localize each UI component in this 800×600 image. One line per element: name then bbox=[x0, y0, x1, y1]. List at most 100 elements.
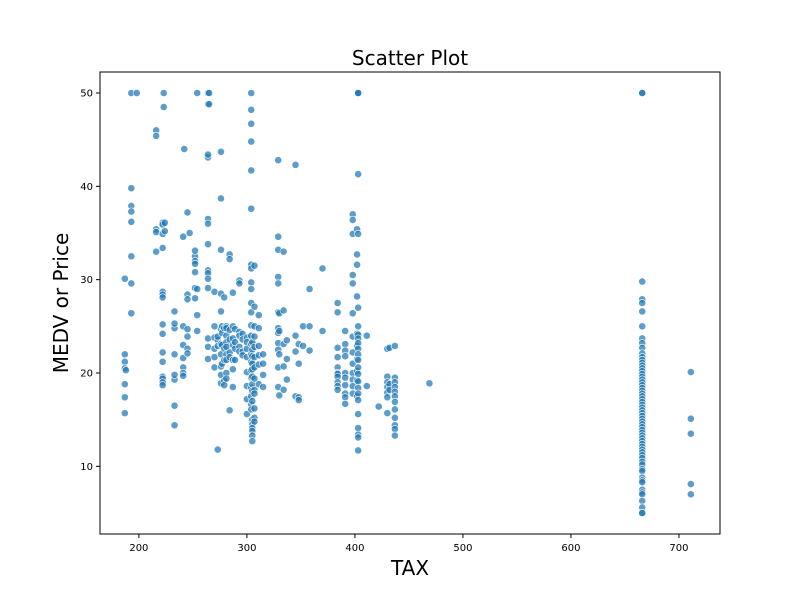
data-point bbox=[225, 255, 234, 264]
data-point bbox=[354, 363, 363, 372]
data-point bbox=[254, 324, 263, 333]
data-point bbox=[354, 396, 363, 404]
data-point bbox=[333, 385, 342, 394]
data-point bbox=[638, 322, 647, 331]
data-point bbox=[354, 356, 363, 364]
data-point bbox=[220, 293, 229, 302]
data-point bbox=[259, 350, 267, 359]
data-point bbox=[348, 271, 357, 279]
data-point bbox=[120, 380, 129, 389]
data-point bbox=[170, 307, 179, 316]
data-point bbox=[638, 496, 647, 505]
data-point bbox=[291, 347, 300, 356]
data-point bbox=[279, 385, 288, 394]
data-point bbox=[127, 252, 136, 261]
data-point bbox=[158, 293, 167, 302]
data-point bbox=[235, 279, 244, 288]
data-point bbox=[204, 334, 212, 343]
data-point bbox=[120, 357, 129, 366]
data-point bbox=[158, 357, 167, 366]
data-point bbox=[686, 368, 695, 376]
data-point bbox=[120, 409, 129, 418]
data-point bbox=[120, 350, 129, 359]
data-point bbox=[354, 377, 363, 386]
data-point bbox=[132, 89, 141, 97]
data-point bbox=[183, 349, 192, 358]
data-point bbox=[390, 413, 399, 422]
data-point bbox=[158, 381, 167, 390]
data-point bbox=[341, 373, 350, 382]
data-point bbox=[183, 332, 192, 341]
data-point bbox=[291, 331, 300, 340]
data-point bbox=[220, 381, 229, 390]
data-point bbox=[341, 381, 350, 390]
data-point bbox=[204, 284, 212, 292]
data-point bbox=[275, 350, 284, 359]
data-point bbox=[390, 425, 399, 433]
x-axis: 200 300 400 500 600 700 bbox=[129, 534, 689, 554]
data-point bbox=[638, 467, 647, 475]
data-point bbox=[158, 320, 167, 329]
data-point bbox=[204, 342, 212, 351]
data-point bbox=[638, 478, 647, 487]
data-point bbox=[638, 490, 647, 499]
data-point bbox=[299, 322, 307, 331]
data-point bbox=[686, 490, 695, 499]
data-point bbox=[247, 119, 256, 128]
data-point bbox=[247, 105, 256, 114]
data-point bbox=[228, 288, 237, 297]
data-point bbox=[170, 319, 179, 328]
data-point bbox=[250, 417, 259, 426]
data-point bbox=[341, 340, 350, 348]
data-point bbox=[250, 302, 259, 311]
data-point bbox=[638, 509, 647, 517]
data-point bbox=[390, 431, 399, 440]
data-point bbox=[191, 294, 199, 303]
data-point bbox=[291, 160, 300, 169]
data-point bbox=[222, 374, 231, 383]
data-point bbox=[686, 429, 695, 438]
data-point bbox=[180, 145, 189, 153]
data-point bbox=[390, 405, 399, 414]
data-point bbox=[204, 219, 212, 228]
data-point bbox=[210, 287, 219, 296]
data-point bbox=[333, 299, 342, 307]
data-point bbox=[210, 353, 219, 362]
data-point bbox=[279, 306, 288, 315]
data-point bbox=[638, 277, 647, 286]
data-point bbox=[170, 350, 179, 359]
data-point bbox=[354, 303, 363, 312]
data-point bbox=[259, 370, 267, 379]
data-point bbox=[159, 89, 168, 97]
y-tick-label: 50 bbox=[80, 89, 93, 100]
data-point bbox=[217, 245, 225, 254]
data-point bbox=[247, 166, 256, 175]
data-point bbox=[248, 437, 257, 446]
data-point bbox=[274, 232, 283, 241]
data-point bbox=[217, 147, 225, 156]
data-point bbox=[362, 331, 371, 340]
data-point bbox=[279, 362, 288, 371]
data-point bbox=[210, 322, 219, 331]
data-point bbox=[348, 309, 357, 318]
data-point bbox=[341, 327, 350, 335]
data-point bbox=[353, 292, 361, 301]
data-point bbox=[353, 250, 361, 259]
data-point bbox=[228, 365, 237, 374]
data-point bbox=[250, 261, 259, 270]
data-point bbox=[354, 424, 363, 432]
data-point bbox=[250, 389, 259, 398]
data-point bbox=[305, 285, 314, 293]
data-point bbox=[170, 421, 179, 430]
data-point bbox=[250, 332, 259, 341]
data-point bbox=[354, 89, 363, 97]
x-tick-label: 600 bbox=[561, 543, 580, 554]
data-point bbox=[158, 329, 167, 338]
data-point bbox=[247, 137, 256, 146]
data-point bbox=[193, 327, 202, 335]
data-point bbox=[152, 132, 161, 140]
data-point bbox=[354, 370, 363, 378]
data-point bbox=[127, 217, 136, 226]
